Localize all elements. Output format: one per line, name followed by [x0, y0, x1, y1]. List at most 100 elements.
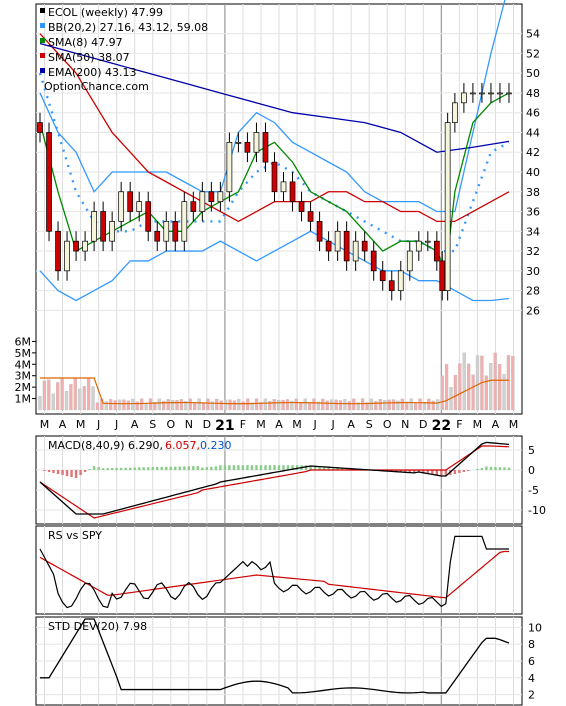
x-tick-label: F	[240, 418, 246, 431]
macd-histogram-bar	[404, 470, 407, 473]
x-tick-label: O	[383, 418, 392, 431]
macd-histogram-bar	[440, 470, 443, 476]
x-tick-label: M	[509, 418, 519, 431]
candle-body	[406, 250, 413, 272]
macd-histogram-bar	[318, 466, 321, 470]
volume-bar	[42, 380, 47, 411]
candle-body	[262, 132, 269, 163]
volume-bar	[259, 402, 263, 411]
macd-histogram-bar	[417, 470, 420, 472]
volume-bar	[78, 388, 82, 411]
macd-histogram-bar	[178, 466, 181, 470]
volume-average-line	[40, 377, 509, 405]
macd-histogram-bar	[70, 470, 73, 477]
candle-body	[226, 142, 233, 193]
macd-histogram-bar	[291, 465, 294, 470]
macd-histogram-bar	[192, 466, 195, 470]
candle-body	[289, 181, 296, 202]
macd-histogram-bar	[196, 466, 200, 470]
volume-bar	[383, 400, 387, 411]
ema200-line	[39, 42, 510, 153]
x-tick-label: N	[185, 418, 193, 431]
candle-body	[64, 240, 70, 272]
price-tick-label: 48	[526, 87, 540, 100]
volume-bar	[215, 398, 219, 411]
volume-bar	[338, 400, 343, 411]
volume-bar	[312, 398, 316, 411]
x-axis-labels: M A M J J A S O N D 21 F M A M J J A S O N D 22 F M A M	[40, 418, 518, 434]
candle-body	[388, 280, 395, 291]
macd-tick-label: -10	[528, 504, 546, 517]
candle-body	[433, 240, 440, 262]
volume-bar	[378, 399, 382, 411]
legend-entry: SMA(50) 38.07	[48, 51, 130, 64]
macd-histogram-bar	[115, 467, 118, 470]
macd-histogram-bar	[56, 470, 60, 474]
volume-bar	[60, 378, 64, 411]
volume-bar	[268, 401, 272, 411]
volume-tick-label: 2M	[15, 381, 32, 394]
volume-bar	[409, 398, 413, 411]
volume-bar	[467, 363, 471, 411]
volume-bar	[444, 364, 449, 411]
macd-histogram-bar	[119, 467, 123, 470]
volume-bar	[113, 400, 117, 411]
volume-bar	[506, 355, 511, 411]
candle-body	[271, 161, 278, 193]
volume-tick-label: 4M	[15, 358, 32, 371]
x-tick-label: A	[347, 418, 355, 431]
price-tick-label: 34	[526, 225, 540, 238]
volume-bar	[47, 379, 51, 411]
macd-histogram-bar	[128, 467, 132, 470]
x-tick-label: D	[203, 418, 211, 431]
volume-bar	[471, 374, 475, 411]
std-tick-label: 10	[528, 621, 542, 634]
volume-bar	[86, 377, 91, 411]
macd-histogram-bar	[169, 466, 172, 470]
volume-bar	[139, 398, 144, 411]
candle-body	[163, 221, 170, 242]
volume-bar	[294, 398, 298, 411]
price-tick-label: 44	[526, 126, 540, 139]
macd-title: MACD(8,40,9) 6.290,	[48, 439, 163, 452]
volume-bar	[122, 399, 126, 411]
volume-bar	[356, 402, 360, 411]
x-tick-label: N	[401, 418, 409, 431]
legend-entry: EMA(200) 43.13	[48, 66, 137, 79]
macd-histogram-bar	[110, 468, 114, 470]
volume-bar	[250, 402, 254, 411]
macd-histogram-bar	[43, 470, 46, 471]
candle-body	[488, 92, 494, 95]
macd-histogram-bar	[187, 466, 191, 470]
macd-histogram-bar	[83, 470, 87, 472]
volume-bar	[206, 398, 210, 411]
volume-bars	[38, 352, 515, 411]
candle-body	[181, 201, 188, 242]
volume-tick-label: 3M	[15, 370, 32, 383]
volume-bar	[431, 400, 435, 411]
volume-bar	[162, 400, 166, 411]
macd-histogram-bar	[273, 465, 276, 470]
macd-tick-label: -5	[528, 484, 539, 497]
volume-bar	[69, 384, 73, 411]
volume-bar	[272, 399, 276, 411]
macd-histogram-bar	[309, 466, 312, 470]
candle-body	[307, 211, 314, 222]
volume-bar	[511, 355, 515, 411]
x-tick-label: S	[149, 418, 156, 431]
macd-histogram-bar	[92, 466, 96, 470]
candle-body	[136, 201, 143, 212]
macd-tick-label: 5	[528, 444, 535, 457]
candle-body	[415, 240, 422, 252]
macd-histogram-bar	[458, 470, 461, 473]
volume-bar	[73, 378, 78, 411]
volume-bar	[175, 400, 179, 411]
legend-swatch	[40, 23, 45, 28]
macd-histogram-bar	[413, 470, 416, 473]
macd-histogram-bar	[156, 467, 159, 470]
x-tick-label: S	[366, 418, 373, 431]
macd-histogram-bar	[214, 466, 218, 470]
macd-histogram-bar	[74, 470, 78, 478]
legend: ECOL (weekly) 47.99 BB(20,2) 27.16, 43.12…	[40, 6, 208, 79]
